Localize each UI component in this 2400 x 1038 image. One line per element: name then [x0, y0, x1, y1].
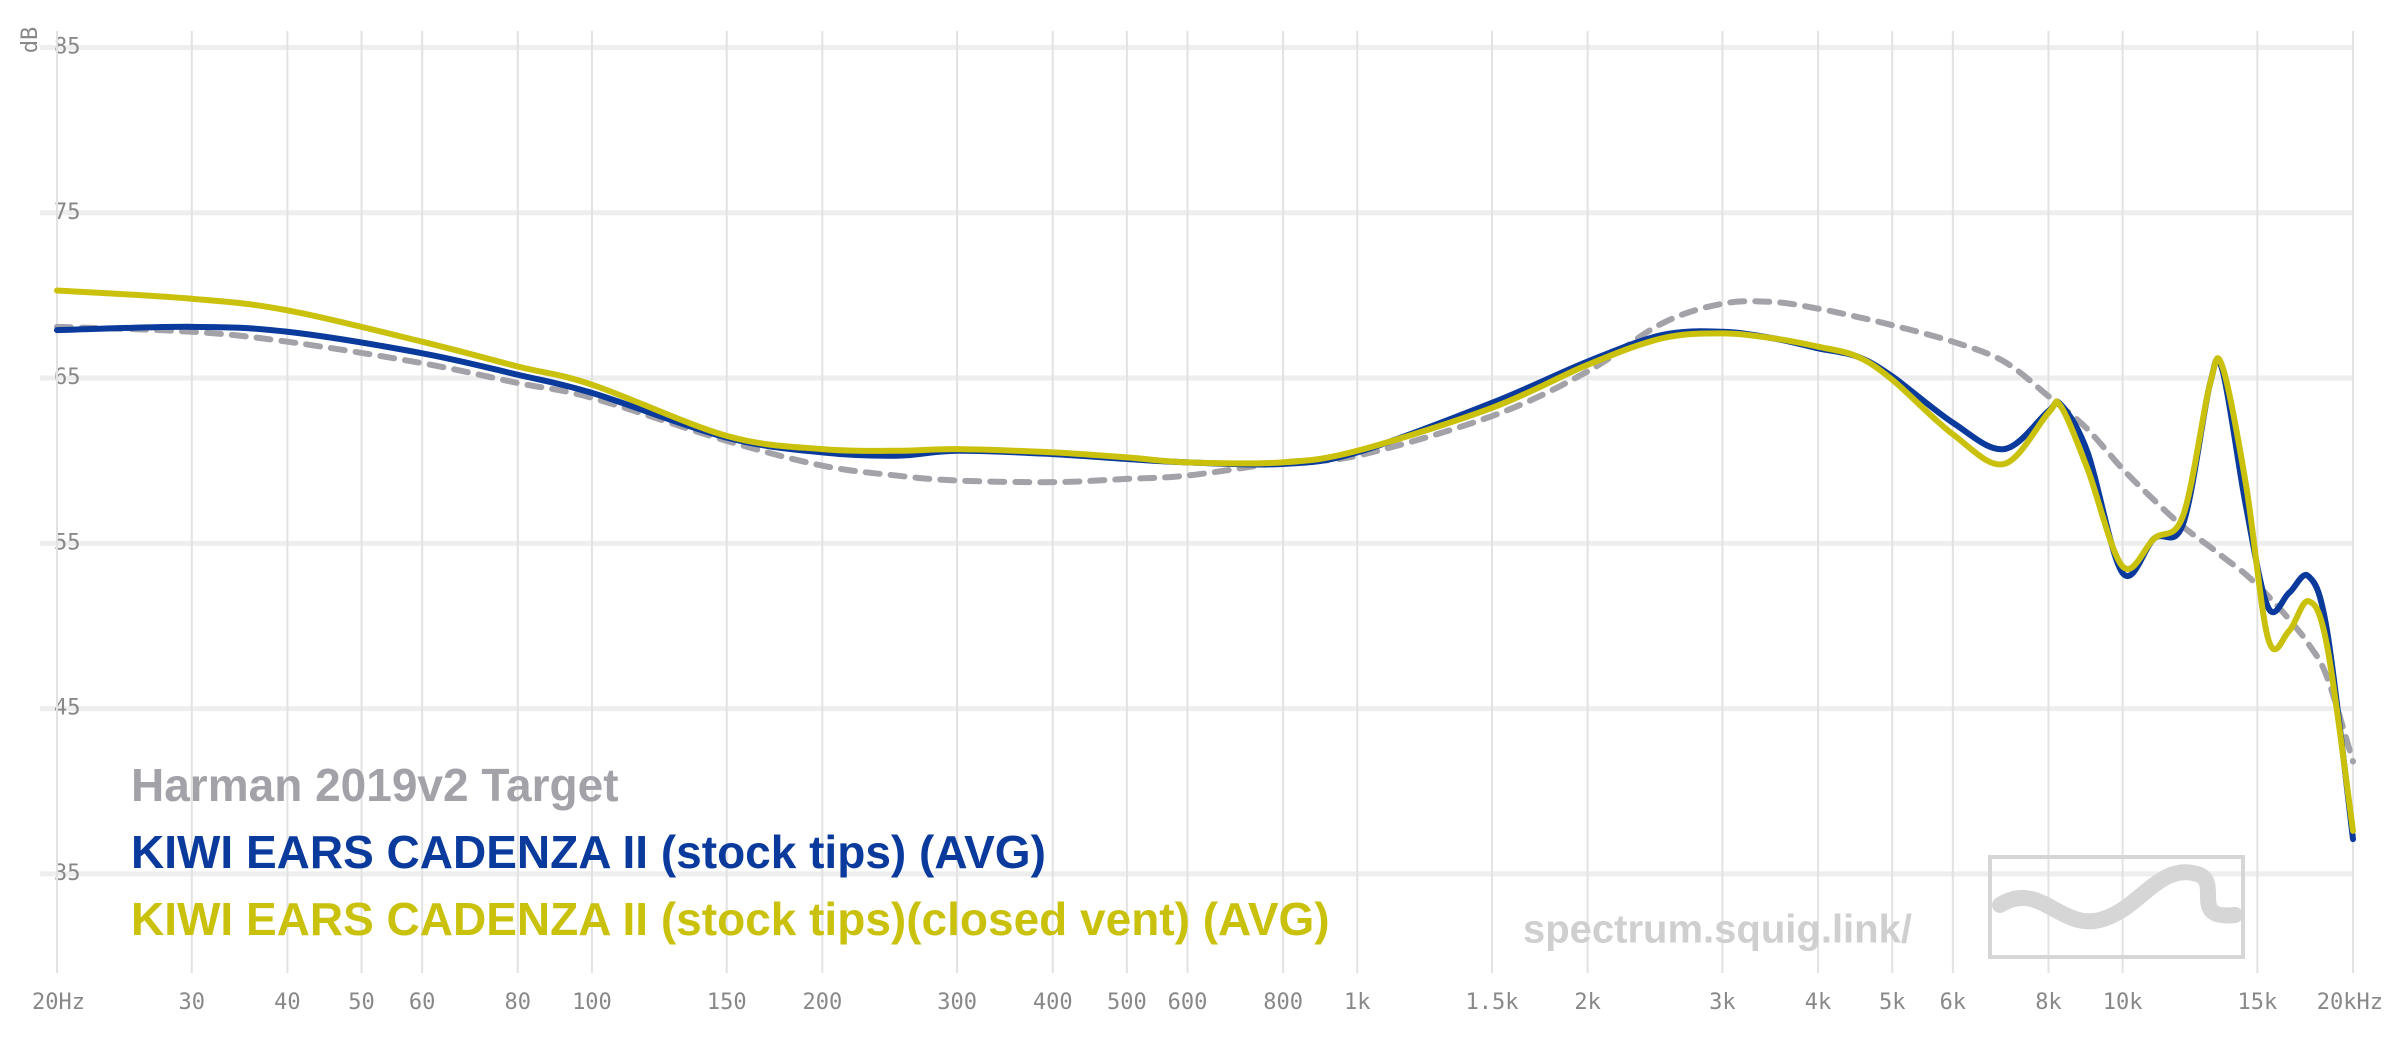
x-tick-label: 1.5k	[1466, 990, 1519, 1015]
logo-box	[1988, 855, 2245, 959]
x-tick-label: 600	[1168, 990, 1208, 1015]
y-tick-label: 65	[54, 365, 81, 390]
legend-entry: Harman 2019v2 Target	[131, 759, 619, 811]
x-tick-label: 150	[707, 990, 747, 1015]
legend: Harman 2019v2 Target KIWI EARS CADENZA II…	[131, 759, 1330, 945]
series-line	[54, 298, 2356, 765]
x-tick-label: 6k	[1940, 990, 1967, 1015]
series-line	[54, 287, 2356, 834]
x-tick-label: 2k	[1574, 990, 1601, 1015]
x-tick-label: 3k	[1709, 990, 1736, 1015]
x-tick-label: 80	[505, 990, 532, 1015]
y-tick-label: 35	[54, 861, 81, 886]
x-tick-label: 10k	[2103, 990, 2143, 1015]
lines	[54, 287, 2356, 843]
x-tick-label: 1k	[1344, 990, 1371, 1015]
x-tick-label: 40	[274, 990, 301, 1015]
legend-entry: KIWI EARS CADENZA II (stock tips)(closed…	[131, 893, 1330, 945]
x-tick-label: 5k	[1879, 990, 1906, 1015]
y-tick-label: 45	[54, 696, 81, 721]
x-tick-label: 4k	[1805, 990, 1832, 1015]
x-tick-label: 20kHz	[2317, 990, 2383, 1015]
x-tick-label: 500	[1107, 990, 1147, 1015]
x-tick-label: 200	[802, 990, 842, 1015]
x-tick-label: 50	[348, 990, 375, 1015]
grid: 85 75 65 55 45 35 20Hz 30 40 50 60 80 100 150 200 300 40…	[32, 31, 2383, 1015]
x-tick-label: 100	[572, 990, 612, 1015]
x-tick-label: 30	[179, 990, 206, 1015]
x-tick-label: 60	[409, 990, 436, 1015]
y-tick-label: 85	[54, 35, 81, 60]
legend-entry: KIWI EARS CADENZA II (stock tips) (AVG)	[131, 826, 1046, 878]
x-tick-label: 8k	[2035, 990, 2062, 1015]
y-tick-label: 75	[54, 200, 81, 225]
x-tick-label: 800	[1263, 990, 1303, 1015]
x-tick-label: 400	[1033, 990, 1073, 1015]
x-tick-label: 20Hz	[32, 990, 85, 1015]
x-tick-label: 300	[937, 990, 977, 1015]
logo	[1992, 864, 2243, 930]
y-axis-label: dB	[18, 27, 43, 54]
watermark: spectrum.squig.link/	[1523, 908, 1912, 952]
y-tick-label: 55	[54, 530, 81, 555]
x-tick-label: 15k	[2238, 990, 2278, 1015]
